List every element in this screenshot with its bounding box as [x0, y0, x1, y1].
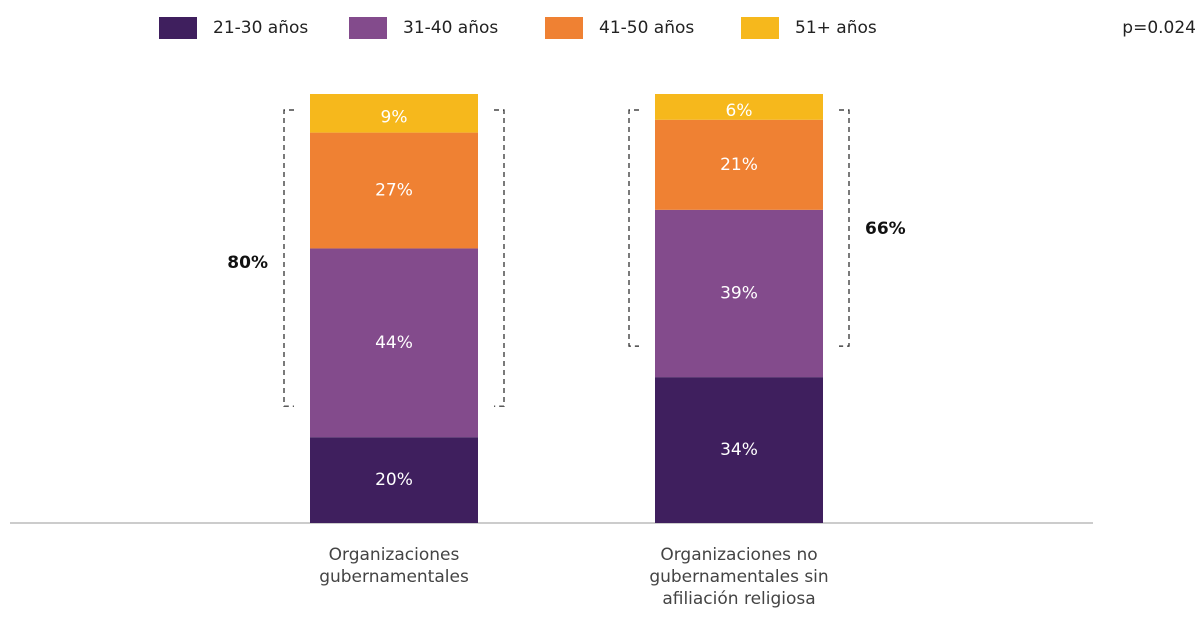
bar-segment: [655, 209, 823, 378]
legend-label: 41-50 años: [599, 18, 694, 38]
legend-swatch: [545, 17, 583, 39]
data-label: 6%: [726, 101, 753, 121]
data-label: 39%: [720, 283, 758, 303]
x-tick-label: Organizaciones gubernamentales: [319, 545, 469, 587]
legend-swatch: [159, 17, 197, 39]
bar-segment: [655, 119, 823, 210]
annotation: 80%: [227, 253, 268, 273]
bar-segment: [655, 377, 823, 523]
bracket: [628, 109, 639, 347]
bracket: [283, 109, 294, 407]
data-label: 9%: [381, 107, 408, 127]
x-tick-label: Organizaciones no gubernamentales sin af…: [649, 545, 829, 609]
bar-segment: [655, 94, 823, 120]
bar-segment: [310, 437, 478, 523]
legend-label: 51+ años: [795, 18, 877, 38]
legend-swatch: [349, 17, 387, 39]
data-label: 27%: [375, 181, 413, 201]
legend-label: 21-30 años: [213, 18, 308, 38]
legend-label: 31-40 años: [403, 18, 498, 38]
data-label: 34%: [720, 440, 758, 460]
bar-segment: [310, 94, 478, 133]
legend-swatch: [741, 17, 779, 39]
bracket: [839, 109, 850, 347]
bar-segment: [310, 248, 478, 438]
annotation: 66%: [865, 219, 906, 239]
data-label: 44%: [375, 333, 413, 353]
bar-segment: [310, 132, 478, 249]
data-label: 21%: [720, 155, 758, 175]
data-label: 20%: [375, 470, 413, 490]
bracket: [494, 109, 505, 407]
annotation: p=0.024: [1122, 18, 1196, 38]
